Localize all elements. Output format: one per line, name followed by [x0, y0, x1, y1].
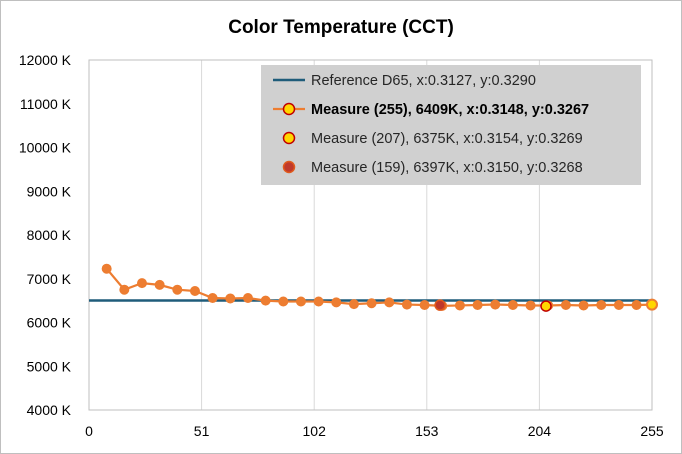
data-point [507, 300, 518, 310]
data-point [189, 286, 200, 296]
y-tick-label: 11000 K [20, 96, 72, 112]
legend-item: Measure (159), 6397K, x:0.3150, y:0.3268 [282, 160, 583, 176]
data-point [313, 296, 324, 307]
data-point [242, 293, 253, 303]
x-tick-label: 0 [85, 423, 93, 439]
x-axis-ticks: 0 51 102 153 204 255 [85, 423, 664, 439]
x-tick-label: 255 [640, 423, 664, 439]
data-point [348, 299, 359, 310]
data-point [525, 300, 536, 311]
data-point [490, 299, 501, 310]
legend-box [261, 65, 641, 185]
x-tick-label: 102 [303, 423, 327, 439]
data-point [631, 300, 642, 310]
legend-label: Reference D65, x:0.3127, y:0.3290 [311, 73, 536, 89]
data-point [295, 296, 306, 307]
legend-item: Measure (255), 6409K, x:0.3148, y:0.3267 [273, 102, 589, 118]
legend-item: Reference D65, x:0.3127, y:0.3290 [273, 73, 536, 89]
y-tick-label: 10000 K [19, 140, 72, 156]
plot-area [88, 59, 653, 411]
data-point [472, 300, 483, 310]
x-tick-label: 51 [194, 423, 210, 439]
data-point [454, 300, 465, 311]
legend-label: Measure (159), 6397K, x:0.3150, y:0.3268 [311, 160, 583, 176]
y-tick-label: 8000 K [27, 227, 72, 243]
legend-marker-icon [282, 160, 296, 174]
highlight-point [434, 299, 446, 311]
data-point [225, 293, 236, 304]
legend-label: Measure (255), 6409K, x:0.3148, y:0.3267 [311, 102, 589, 118]
data-point [419, 300, 430, 310]
x-tick-label: 204 [528, 423, 552, 439]
x-tick-label: 153 [415, 423, 439, 439]
chart-title: Color Temperature (CCT) [228, 17, 454, 38]
series-layer [89, 263, 658, 312]
data-point [384, 297, 395, 308]
highlight-point [540, 300, 552, 312]
data-point [613, 300, 624, 310]
data-point [260, 295, 271, 306]
data-point [578, 300, 589, 311]
data-point [366, 298, 377, 309]
legend-item: Measure (207), 6375K, x:0.3154, y:0.3269 [282, 131, 583, 147]
y-tick-label: 7000 K [27, 271, 72, 287]
data-point [401, 299, 412, 310]
series-3 [434, 299, 446, 311]
data-point [119, 284, 130, 295]
data-point [278, 296, 289, 307]
series-2 [540, 300, 552, 312]
data-point [560, 300, 571, 310]
data-point [331, 297, 342, 308]
data-point [596, 300, 607, 310]
y-axis-ticks: 4000 K 5000 K 6000 K 7000 K 8000 K 9000 K 1000… [19, 52, 72, 418]
y-tick-label: 6000 K [27, 315, 72, 331]
legend-marker-icon [282, 102, 296, 116]
legend: Reference D65, x:0.3127, y:0.3290 Measure… [261, 65, 641, 185]
series-1 [101, 263, 658, 311]
data-point [101, 263, 112, 274]
data-point [646, 298, 658, 311]
data-point [136, 278, 147, 289]
y-tick-label: 4000 K [27, 402, 72, 418]
y-tick-label: 9000 K [27, 183, 72, 199]
y-tick-label: 12000 K [19, 52, 72, 68]
data-point [207, 293, 218, 303]
data-point [154, 279, 165, 290]
legend-marker-icon [282, 131, 296, 145]
y-tick-label: 5000 K [27, 358, 72, 374]
legend-label: Measure (207), 6375K, x:0.3154, y:0.3269 [311, 131, 583, 147]
data-point [172, 284, 183, 295]
